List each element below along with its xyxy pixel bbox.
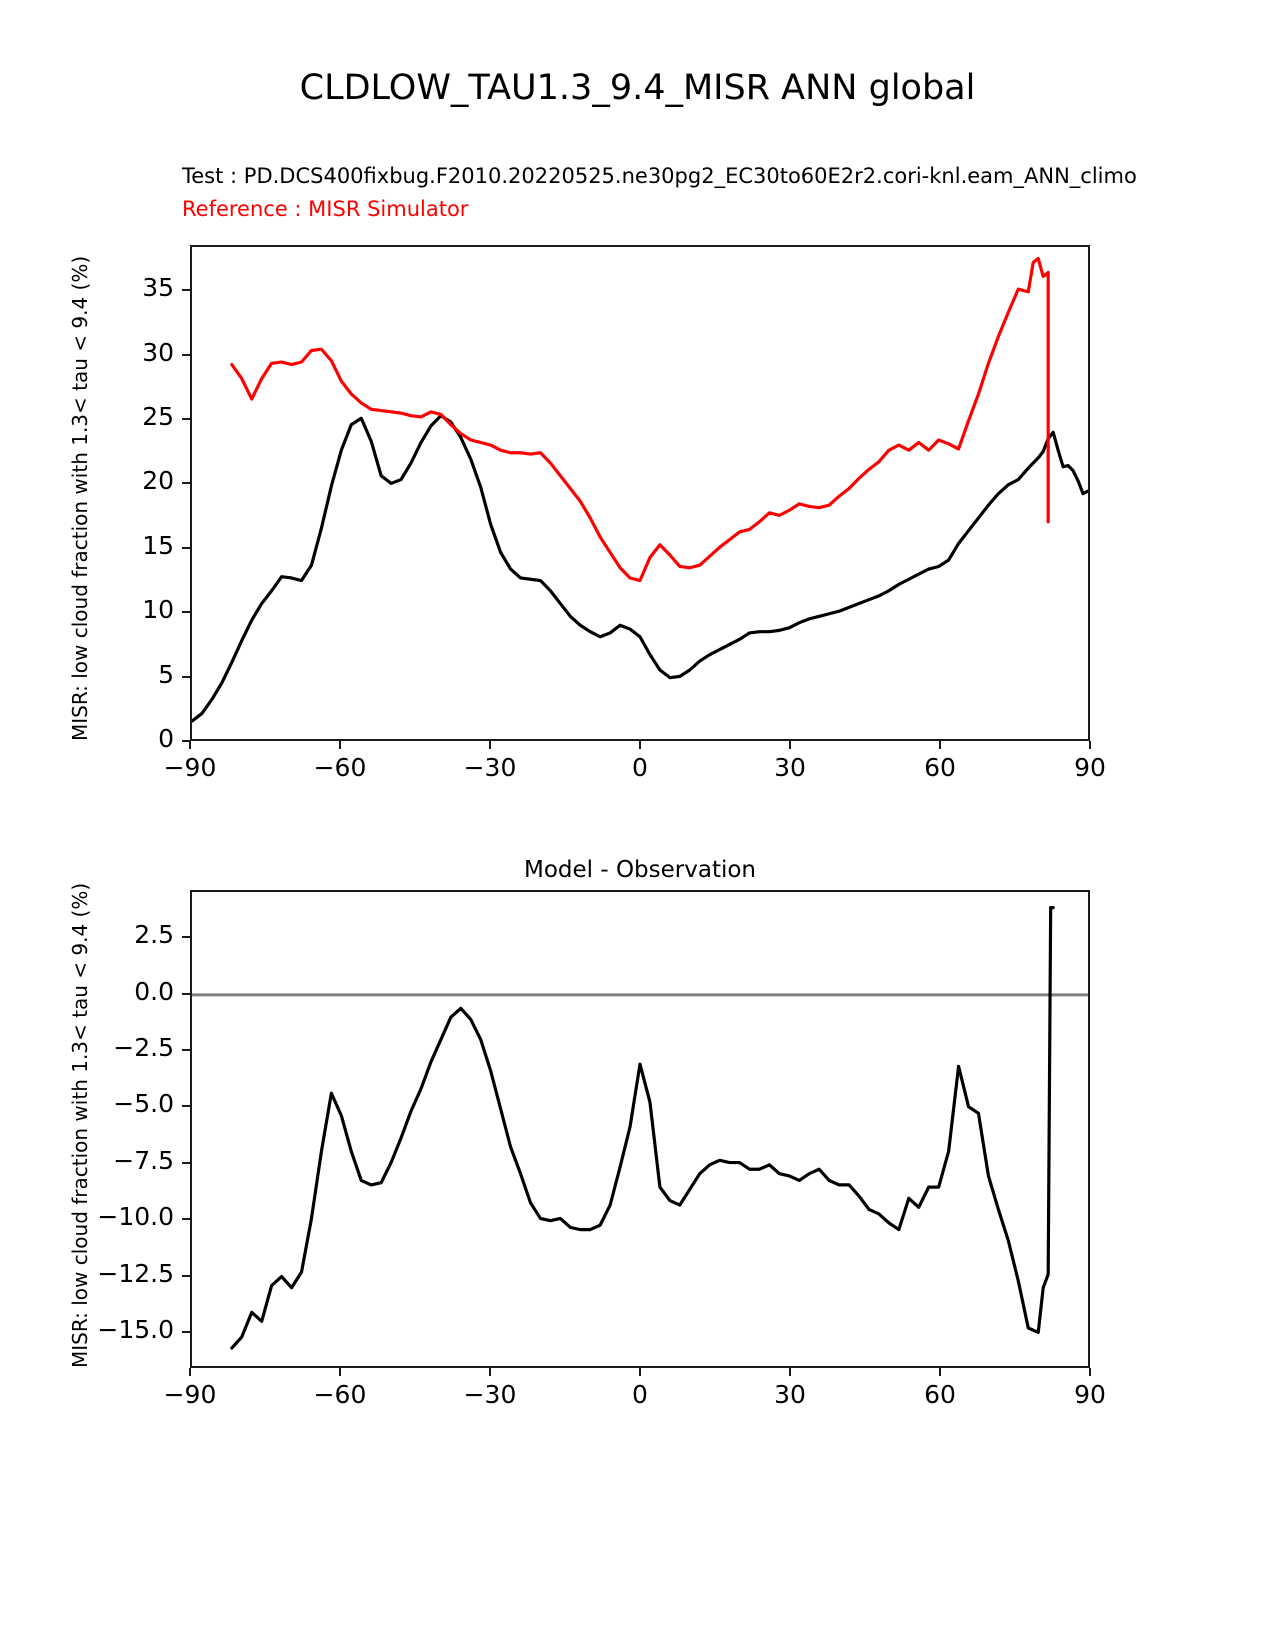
y-tick-label: 15 [142,530,174,560]
y-tick-mark [182,1049,190,1052]
x-tick-label: 30 [774,753,806,782]
test-dataset-label: Test : PD.DCS400fixbug.F2010.20220525.ne… [182,164,1137,188]
x-tick-label: 0 [632,1380,648,1409]
data-series-line-0 [192,414,1088,723]
y-tick-label: 2.5 [134,920,174,950]
y-tick-label: −2.5 [113,1033,174,1063]
zonal-mean-plot-canvas [192,256,1088,723]
y-tick-mark [182,740,190,742]
y-tick-mark [182,1330,190,1333]
y-tick-label: 20 [142,466,174,496]
x-tick-mark [639,741,641,749]
x-tick-label: 0 [632,753,648,782]
difference-plot [190,890,1090,1368]
x-tick-label: 60 [924,753,956,782]
x-tick-mark [339,1368,341,1376]
x-tick-label: −90 [163,753,217,782]
zonal-mean-plot [190,245,1090,741]
y-tick-mark [182,936,190,939]
x-tick-label: −60 [313,753,367,782]
y-tick-mark [182,289,190,292]
y-tick-label: −12.5 [97,1258,174,1288]
y-tick-label: −7.5 [113,1145,174,1175]
y-axis-label: MISR: low cloud fraction with 1.3< tau <… [68,255,92,741]
y-tick-mark [182,1218,190,1221]
x-tick-mark [939,1368,941,1376]
y-axis-label: MISR: low cloud fraction with 1.3< tau <… [68,882,92,1368]
y-tick-label: −5.0 [113,1089,174,1119]
y-tick-label: 0 [158,724,174,753]
y-tick-mark [182,1161,190,1164]
x-tick-mark [789,741,791,749]
x-tick-mark [189,741,191,749]
y-tick-mark [182,482,190,485]
y-tick-mark [182,417,190,420]
y-tick-mark [182,546,190,549]
difference-plot-canvas [192,906,1088,1350]
x-tick-mark [339,741,341,749]
page-title: CLDLOW_TAU1.3_9.4_MISR ANN global [299,68,976,108]
x-tick-label: −30 [463,753,517,782]
reference-dataset-label: Reference : MISR Simulator [182,197,469,221]
y-tick-label: 25 [142,401,174,431]
data-series-line-0 [230,906,1055,1350]
panel-title: Model - Observation [523,857,757,883]
y-tick-label: 5 [158,659,174,689]
y-tick-mark [182,675,190,678]
y-tick-mark [182,353,190,356]
y-tick-label: 10 [142,595,174,625]
x-tick-mark [1089,741,1091,749]
x-tick-label: 30 [774,1380,806,1409]
x-tick-label: −30 [463,1380,517,1409]
y-tick-label: 0.0 [134,976,174,1006]
x-tick-mark [789,1368,791,1376]
y-tick-label: 30 [142,337,174,367]
x-tick-mark [189,1368,191,1376]
y-tick-mark [182,992,190,995]
x-tick-mark [939,741,941,749]
x-tick-label: 90 [1074,1380,1106,1409]
y-tick-mark [182,1105,190,1108]
x-tick-mark [489,741,491,749]
y-tick-mark [182,611,190,614]
x-tick-label: 60 [924,1380,956,1409]
data-series-line-1 [230,256,1050,583]
x-tick-label: 90 [1074,753,1106,782]
y-tick-label: 35 [142,273,174,303]
y-tick-mark [182,1274,190,1277]
y-tick-label: −15.0 [97,1314,174,1344]
x-tick-mark [489,1368,491,1376]
x-tick-mark [639,1368,641,1376]
x-tick-label: −60 [313,1380,367,1409]
x-tick-label: −90 [163,1380,217,1409]
x-tick-mark [1089,1368,1091,1376]
y-tick-label: −10.0 [97,1202,174,1232]
